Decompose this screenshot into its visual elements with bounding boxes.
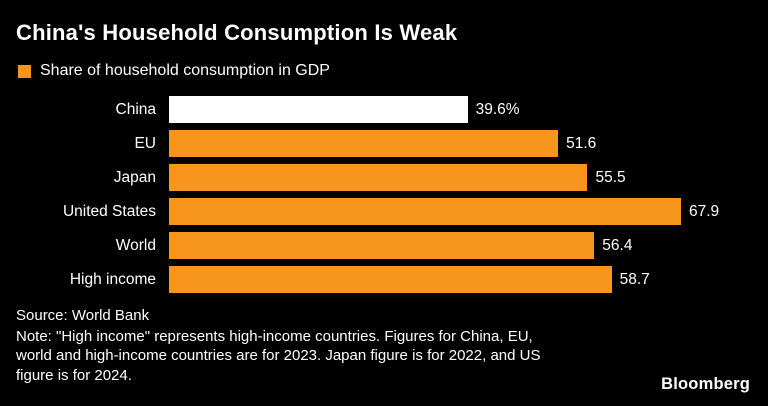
bar-zone: 51.6 <box>169 130 681 157</box>
bar-value-label: 39.6% <box>475 100 520 118</box>
bar-row: China 39.6% <box>16 96 752 123</box>
bar-row: Japan 55.5 <box>16 164 752 191</box>
bar <box>169 198 681 225</box>
bar-zone: 39.6% <box>169 96 681 123</box>
category-label: China <box>115 100 157 118</box>
bar-zone: 55.5 <box>169 164 681 191</box>
category-label: World <box>115 236 156 254</box>
category-label: EU <box>134 134 156 152</box>
bar-value-label: 51.6 <box>566 134 597 152</box>
legend-swatch-icon <box>18 64 31 78</box>
bar-value-label: 55.5 <box>595 168 626 186</box>
legend-label: Share of household consumption in GDP <box>40 62 330 79</box>
source-text: Source: World Bank <box>16 307 150 324</box>
category-label: United States <box>62 202 156 220</box>
bar-row: High income 58.7 <box>16 266 752 293</box>
bar-value-label: 67.9 <box>689 202 720 220</box>
bloomberg-logo: Bloomberg <box>661 375 750 393</box>
legend: Share of household consumption in GDP <box>18 62 752 80</box>
bar <box>169 164 588 191</box>
bar-row: United States 67.9 <box>16 198 752 225</box>
chart-title: China's Household Consumption Is Weak <box>16 20 458 45</box>
bar-zone: 67.9 <box>169 198 719 225</box>
bar-row: EU 51.6 <box>16 130 752 157</box>
bar-zone: 56.4 <box>169 232 681 259</box>
category-label: Japan <box>113 168 156 186</box>
chart-footer: Source: World Bank Note: "High income" r… <box>16 306 752 385</box>
note-text: Note: "High income" represents high-inco… <box>16 328 541 384</box>
bar-row: World 56.4 <box>16 232 752 259</box>
bar-zone: 58.7 <box>169 266 681 293</box>
bar-value-label: 56.4 <box>602 236 633 254</box>
bar <box>169 266 612 293</box>
bar-value-label: 58.7 <box>619 270 650 288</box>
bar <box>169 130 559 157</box>
bar <box>169 96 468 123</box>
category-label: High income <box>69 270 156 288</box>
bar-rows: China 39.6% EU 51.6 Japan 55.5 United States 67… <box>16 96 752 293</box>
bar <box>169 232 595 259</box>
